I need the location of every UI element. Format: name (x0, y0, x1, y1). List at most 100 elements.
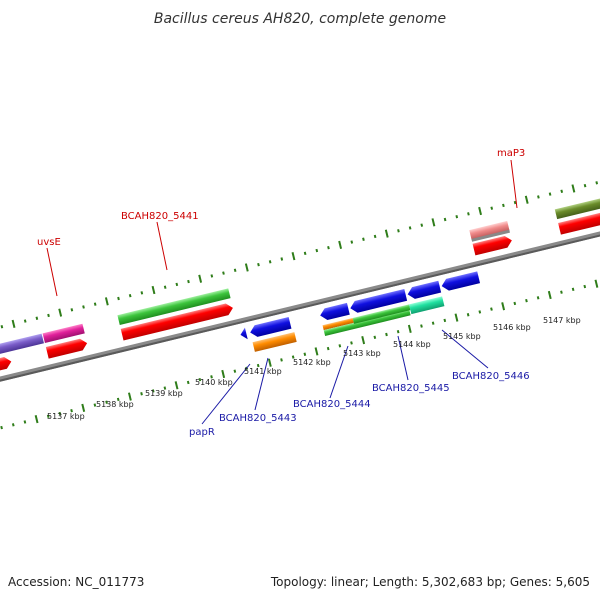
scale-tick (361, 336, 366, 345)
accession-text: Accession: NC_011773 (8, 575, 144, 589)
scale-tick (385, 332, 388, 337)
scale-tick (315, 248, 319, 253)
cds-red-1[interactable] (0, 356, 13, 376)
scale-label: 5138 kbp (96, 400, 134, 409)
gene-olive-right[interactable] (554, 197, 600, 220)
label-bcah820-5444[interactable]: BCAH820_5444 (293, 399, 371, 410)
scale-tick (478, 206, 482, 216)
scale-tick (34, 415, 39, 424)
scale-tick (490, 307, 493, 311)
cds-red-4[interactable] (472, 235, 514, 256)
scale-tick (70, 408, 73, 413)
cds-red-2[interactable] (45, 337, 89, 359)
cds-red-3[interactable] (120, 302, 235, 341)
gene-uvsE[interactable] (42, 323, 85, 344)
scale-tick (151, 285, 156, 295)
scale-tick (210, 375, 213, 379)
label-bcah820-5441[interactable]: BCAH820_5441 (121, 211, 199, 222)
gene-green-5445[interactable] (352, 304, 411, 324)
gene-green-5444[interactable] (323, 309, 411, 336)
scale-tick (490, 206, 494, 210)
cds-blue-paprR[interactable] (239, 327, 248, 341)
scale-tick (233, 268, 237, 272)
scale-label: 5142 kbp (293, 358, 331, 367)
scale-tick (571, 184, 576, 193)
scale-tick (244, 263, 249, 272)
cds-blue-5444b[interactable] (349, 289, 408, 314)
leader-map3 (510, 159, 518, 209)
label-bcah820-5443[interactable]: BCAH820_5443 (219, 413, 297, 424)
gene-orange-5444[interactable] (322, 317, 354, 331)
scale-tick (397, 229, 400, 233)
scale-label: 5141 kbp (244, 367, 282, 376)
leader-bcah820-5446 (441, 329, 489, 369)
gene-map3[interactable] (469, 220, 510, 240)
scale-tick (163, 285, 167, 289)
scale-tick (303, 352, 307, 356)
scale-tick (327, 246, 330, 250)
scale-tick (163, 386, 167, 390)
scale-tick (595, 181, 599, 185)
scale-tick (105, 400, 108, 404)
scale-tick (128, 293, 132, 298)
leader-uvsE (46, 247, 58, 297)
label-uvsE[interactable]: uvsE (37, 237, 61, 248)
scale-tick (338, 344, 342, 348)
cds-blue-5444a[interactable] (319, 302, 350, 321)
cds-blue-5443[interactable] (249, 317, 292, 338)
scale-label: 5144 kbp (393, 340, 431, 349)
genome-summary-text: Topology: linear; Length: 5,302,683 bp; … (270, 575, 590, 589)
scale-tick (23, 319, 27, 323)
scale-tick (11, 319, 16, 329)
gene-bcah820-5441[interactable] (117, 288, 231, 325)
scale-tick (11, 423, 15, 427)
gene-purple-left[interactable] (0, 333, 44, 361)
leader-papR (201, 363, 251, 425)
scale-tick (478, 310, 482, 314)
cds-blue-5445[interactable] (406, 280, 442, 300)
leader-bcah820-5443 (254, 357, 269, 411)
gene-map3-underline (471, 229, 510, 242)
label-map3[interactable]: maP3 (497, 148, 525, 159)
scale-tick (210, 274, 214, 278)
scale-tick (338, 240, 343, 250)
scale-tick (116, 397, 120, 402)
scale-tick (291, 252, 296, 261)
scale-label: 5140 kbp (195, 378, 233, 387)
scale-tick (455, 214, 459, 219)
genome-backbone-shade (0, 217, 600, 399)
scale-labels: 5137 kbp 5138 kbp 5139 kbp 5140 kbp 5141… (47, 316, 581, 421)
scale-tick (560, 290, 563, 294)
forward-strand-genes (0, 197, 600, 376)
scale-tick (82, 305, 85, 309)
gene-cyan-5445[interactable] (409, 296, 445, 315)
scale-label: 5147 kbp (543, 316, 581, 325)
scale-tick (467, 212, 470, 216)
scale-tick (140, 392, 143, 396)
scale-tick (186, 380, 190, 385)
scale-tick (443, 318, 447, 323)
cds-blue-5446[interactable] (440, 271, 481, 292)
scale-tick (256, 363, 260, 368)
scale-tick (501, 302, 506, 311)
scale-tick (187, 279, 190, 284)
label-bcah820-5445[interactable]: BCAH820_5445 (372, 383, 450, 394)
scale-tick (420, 223, 424, 227)
scale-tick (408, 226, 412, 230)
label-bcah820-5446[interactable]: BCAH820_5446 (452, 371, 530, 382)
label-leaders (46, 159, 518, 425)
scale-tick (267, 358, 272, 367)
scale-tick (303, 251, 307, 256)
scale-tick (396, 329, 400, 334)
scale-tick (46, 414, 50, 419)
scale-tick (81, 403, 86, 412)
scale-label: 5145 kbp (443, 332, 481, 341)
upper-scale-ticks (0, 181, 599, 329)
scale-tick (93, 302, 97, 306)
scale-tick (104, 297, 109, 306)
label-papR[interactable]: papR (189, 427, 215, 438)
scale-label: 5137 kbp (47, 412, 85, 421)
scale-tick (140, 291, 144, 295)
gene-orange-5443[interactable] (252, 332, 297, 352)
